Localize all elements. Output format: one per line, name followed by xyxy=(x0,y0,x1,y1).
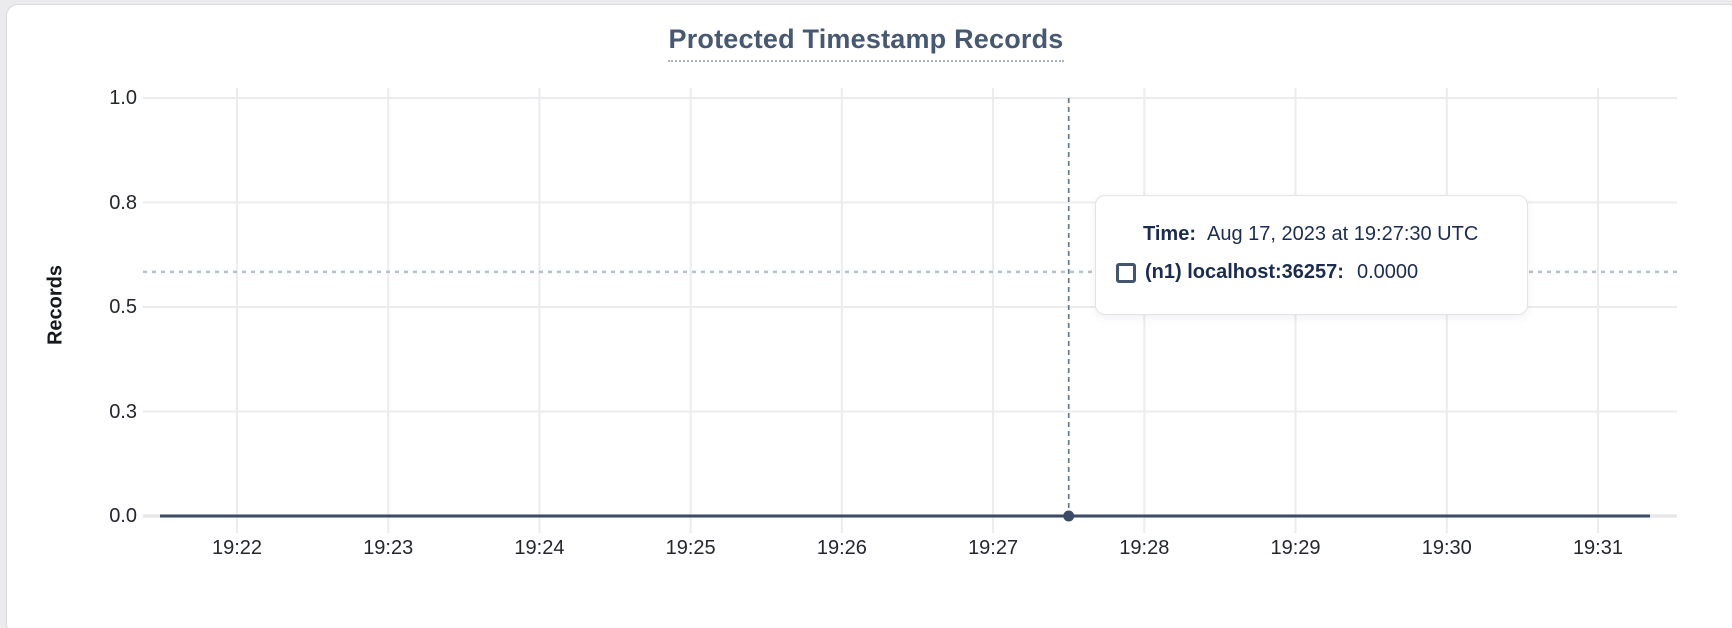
y-tick-label: 0.0 xyxy=(109,505,137,527)
x-tick-label: 19:26 xyxy=(816,537,867,559)
x-tick-label: 19:24 xyxy=(514,537,565,559)
tooltip-time-value: Aug 17, 2023 at 19:27:30 UTC xyxy=(1206,223,1479,245)
chart-title[interactable]: Protected Timestamp Records xyxy=(668,24,1064,62)
chart-card xyxy=(6,4,1732,628)
x-tick-label: 19:31 xyxy=(1572,537,1623,559)
chart-header: Protected Timestamp Records xyxy=(0,24,1732,62)
tooltip-time-row: Time: Aug 17, 2023 at 19:27:30 UTC xyxy=(1143,223,1527,246)
y-tick-label: 0.8 xyxy=(109,191,137,214)
tooltip-series-value: 0.0000 xyxy=(1356,261,1419,283)
tooltip-time-label: Time: xyxy=(1143,223,1196,245)
y-tick-label: 0.5 xyxy=(109,296,137,318)
x-tick-label: 19:28 xyxy=(1119,537,1170,559)
hover-data-point xyxy=(1063,510,1075,522)
tooltip-series-row: (n1) localhost:36257: 0.0000 xyxy=(1116,261,1527,284)
x-tick-label: 19:23 xyxy=(363,537,414,559)
x-tick-label: 19:30 xyxy=(1421,537,1472,559)
y-tick-label: 1.0 xyxy=(109,87,137,109)
x-tick-label: 19:25 xyxy=(665,537,716,559)
y-tick-label: 0.3 xyxy=(109,400,137,423)
x-tick-label: 19:22 xyxy=(211,537,263,559)
x-tick-label: 19:29 xyxy=(1270,537,1321,559)
chart-tooltip: Time: Aug 17, 2023 at 19:27:30 UTC (n1) … xyxy=(1095,195,1528,315)
x-tick-label: 19:27 xyxy=(968,537,1019,559)
unchecked-square-icon xyxy=(1116,262,1136,283)
tooltip-series-label: (n1) localhost:36257: xyxy=(1145,261,1344,283)
